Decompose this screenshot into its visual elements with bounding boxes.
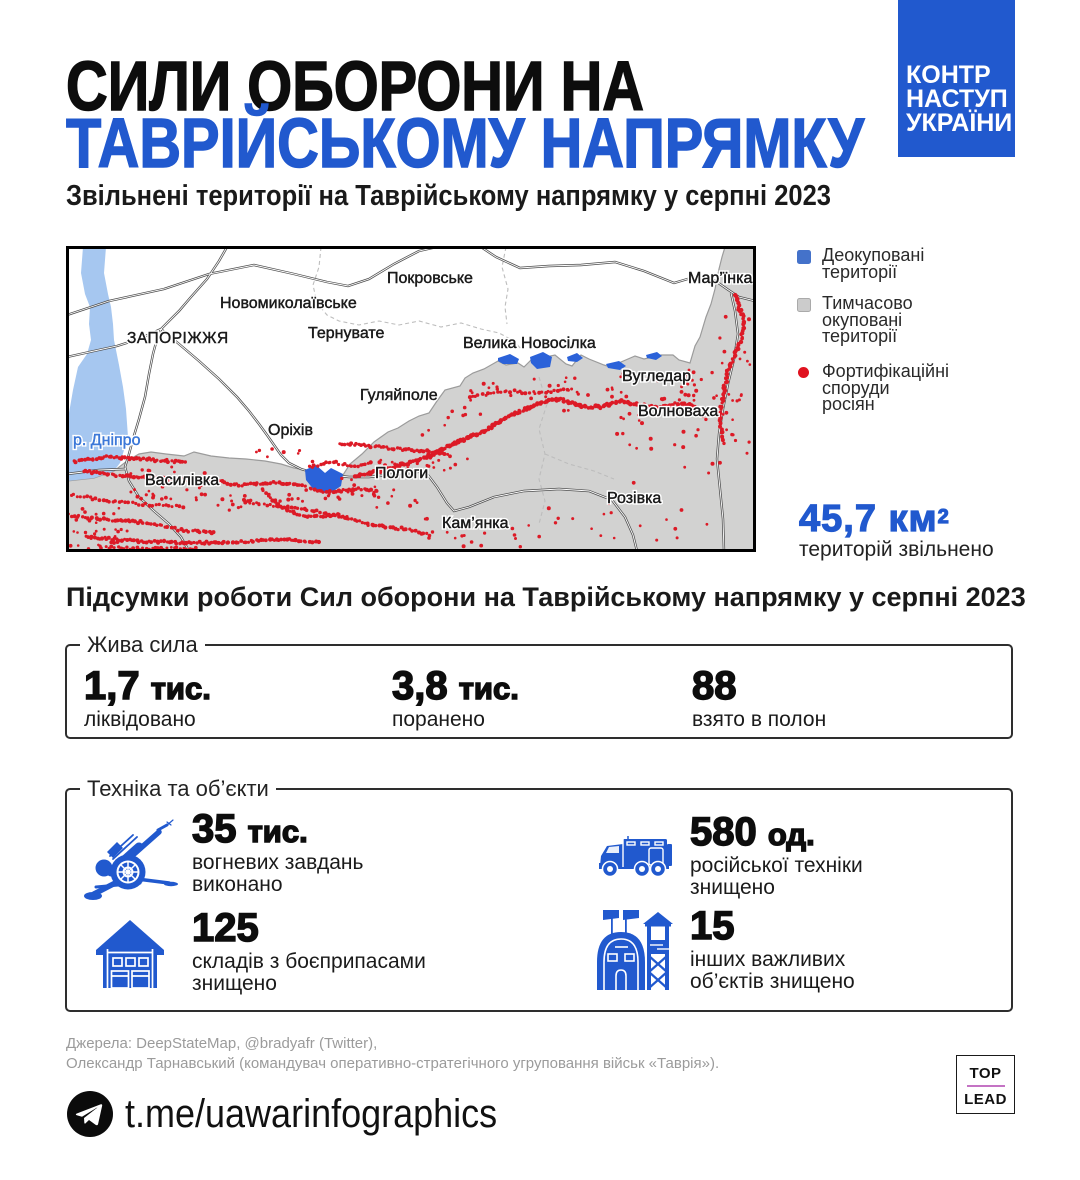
svg-text:Гуляйполе: Гуляйполе <box>360 387 438 404</box>
svg-text:р. Дніпро: р. Дніпро <box>73 432 141 449</box>
svg-text:Пологи: Пологи <box>375 465 428 482</box>
svg-text:Тернувате: Тернувате <box>308 325 385 342</box>
svg-text:Покровське: Покровське <box>387 270 473 287</box>
svg-text:р. Дніпро: р. Дніпро <box>73 432 141 449</box>
svg-text:Мар’їнка: Мар’їнка <box>688 270 752 287</box>
svg-text:Кам’янка: Кам’янка <box>442 515 509 532</box>
svg-text:Оріхів: Оріхів <box>268 422 313 439</box>
svg-text:Волноваха: Волноваха <box>638 403 718 420</box>
svg-text:ЗАПОРІЖЖЯ: ЗАПОРІЖЖЯ <box>127 330 229 347</box>
svg-text:Гуляйполе: Гуляйполе <box>360 387 438 404</box>
svg-text:Новомиколаївське: Новомиколаївське <box>220 295 357 312</box>
svg-text:Василівка: Василівка <box>145 472 219 489</box>
svg-text:Волноваха: Волноваха <box>638 403 718 420</box>
svg-text:ЗАПОРІЖЖЯ: ЗАПОРІЖЖЯ <box>127 330 229 347</box>
svg-text:Велика Новосілка: Велика Новосілка <box>463 335 596 352</box>
svg-text:Василівка: Василівка <box>145 472 219 489</box>
svg-text:Покровське: Покровське <box>387 270 473 287</box>
svg-text:Велика Новосілка: Велика Новосілка <box>463 335 596 352</box>
svg-text:Розівка: Розівка <box>607 490 661 507</box>
svg-text:Розівка: Розівка <box>607 490 661 507</box>
svg-text:Вугледар: Вугледар <box>622 368 691 385</box>
svg-text:Мар’їнка: Мар’їнка <box>688 270 752 287</box>
svg-text:Вугледар: Вугледар <box>622 368 691 385</box>
svg-text:Оріхів: Оріхів <box>268 422 313 439</box>
svg-text:Тернувате: Тернувате <box>308 325 385 342</box>
svg-text:Новомиколаївське: Новомиколаївське <box>220 295 357 312</box>
svg-text:Пологи: Пологи <box>375 465 428 482</box>
svg-text:Кам’янка: Кам’янка <box>442 515 509 532</box>
